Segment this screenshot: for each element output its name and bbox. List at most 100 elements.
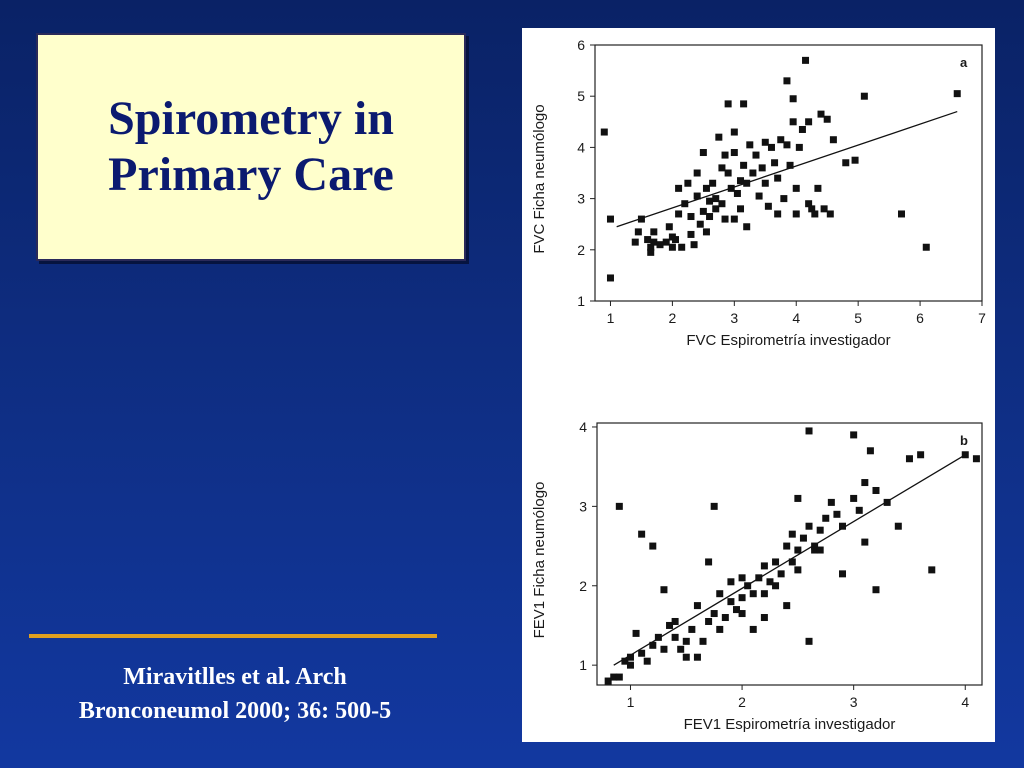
- chart-2-data-point: [671, 633, 679, 641]
- chart-1-data-point: [647, 243, 655, 251]
- chart-2-y-tick-label: 3: [579, 498, 587, 514]
- chart-2-data-point: [805, 427, 813, 435]
- chart-2-data-point: [654, 633, 662, 641]
- chart-2-data-point: [760, 590, 768, 598]
- chart-1-data-point: [792, 210, 800, 218]
- chart-2-data-point: [894, 522, 902, 530]
- chart-1-data-point: [829, 136, 837, 144]
- chart-1-data-point: [898, 210, 906, 218]
- chart-1-data-point: [761, 138, 769, 146]
- chart-1-data-point: [706, 213, 714, 221]
- figure-panel: 1 2 3 4 5 6 1 2 3 4 5 6 7 a FVC Espirometría investiga…: [522, 28, 995, 742]
- chart-2-panel-label: b: [960, 433, 968, 448]
- chart-1-data-point: [798, 125, 806, 133]
- chart-1-data-point: [681, 200, 689, 208]
- chart-1-data-point: [724, 100, 732, 108]
- chart-2-data-point: [682, 637, 690, 645]
- chart-1-data-point: [662, 238, 670, 246]
- chart-2-data-point: [811, 546, 819, 554]
- chart-2-data-point: [794, 494, 802, 502]
- chart-1-data-point: [706, 197, 714, 205]
- chart-1-data-point: [783, 77, 791, 85]
- chart-1-y-tick-label: 3: [577, 191, 585, 207]
- chart-1-data-point: [699, 207, 707, 215]
- chart-2-data-point: [788, 530, 796, 538]
- chart-2-data-point: [783, 602, 791, 610]
- chart-2-data-point: [688, 625, 696, 633]
- divider-line: [29, 634, 437, 638]
- chart-1-data-point: [696, 220, 704, 228]
- scatter-figure: 1 2 3 4 5 6 1 2 3 4 5 6 7 a FVC Espirometría investiga…: [531, 37, 986, 733]
- chart-2-y-tick-label: 4: [579, 419, 587, 435]
- chart-1-data-point: [789, 95, 797, 103]
- chart-1-plot-frame: [594, 44, 983, 302]
- chart-1-data-point: [764, 202, 772, 210]
- chart-1-data-point: [777, 136, 785, 144]
- chart-2-y-tick-label: 2: [579, 578, 587, 594]
- chart-2-x-tick-label: 4: [961, 694, 969, 710]
- chart-1-data-point: [656, 241, 664, 249]
- chart-1-x-tick-label: 5: [854, 310, 862, 326]
- chart-1-data-point: [802, 56, 810, 64]
- chart-1-data-point: [823, 115, 831, 123]
- chart-2-data-point: [760, 562, 768, 570]
- chart-2-data-point: [643, 657, 651, 665]
- chart-1-data-point: [786, 161, 794, 169]
- chart-1-data-point: [724, 169, 732, 177]
- chart-2-data-point: [615, 673, 623, 681]
- chart-1-data-point: [606, 215, 614, 223]
- chart-1-data-point: [780, 195, 788, 203]
- chart-1-data-point: [795, 143, 803, 151]
- chart-1-data-point: [650, 228, 658, 236]
- chart-1-data-point: [953, 90, 961, 98]
- chart-1-data-point: [730, 128, 738, 136]
- chart-2-data-point: [671, 617, 679, 625]
- chart-1-data-point: [808, 205, 816, 213]
- chart-2-data-point: [816, 546, 824, 554]
- chart-1-data-point: [712, 205, 720, 213]
- chart-1-data-point: [922, 243, 930, 251]
- chart-2-data-point: [794, 546, 802, 554]
- chart-2-data-point: [705, 617, 713, 625]
- chart-1-data-point: [721, 151, 729, 159]
- chart-1-data-point: [675, 210, 683, 218]
- chart-1-data-point: [767, 143, 775, 151]
- chart-2-data-point: [749, 625, 757, 633]
- chart-1-panel-label: a: [960, 55, 968, 70]
- chart-1-data-point: [712, 195, 720, 203]
- chart-2-data-point: [850, 494, 858, 502]
- chart-2-data-point: [610, 673, 618, 681]
- chart-1-data-point: [699, 149, 707, 157]
- chart-2-data-point: [710, 610, 718, 618]
- chart-2-data-point: [827, 498, 835, 506]
- chart-1-data-point: [749, 169, 757, 177]
- chart-1-data-point: [687, 213, 695, 221]
- chart-1-data-point: [811, 210, 819, 218]
- chart-2-data-point: [693, 653, 701, 661]
- chart-2-data-point: [721, 614, 729, 622]
- chart-2-x-tick-label: 2: [738, 694, 746, 710]
- chart-2-plot-frame: [596, 422, 983, 686]
- chart-2-data-point: [850, 431, 858, 439]
- title-line-1: Spirometry in: [108, 92, 394, 145]
- chart-2-data-point: [928, 566, 936, 574]
- chart-2-data-point: [872, 486, 880, 494]
- chart-1-data-point: [842, 159, 850, 167]
- chart-1-data-point: [647, 248, 655, 256]
- chart-1-data-point: [693, 192, 701, 200]
- chart-2-data-point: [839, 522, 847, 530]
- chart-2-data-point: [783, 542, 791, 550]
- chart-1-data-point: [737, 177, 745, 185]
- chart-2-data-point: [749, 590, 757, 598]
- chart-1-data-point: [718, 200, 726, 208]
- title-box: Spirometry in Primary Care: [36, 33, 466, 261]
- chart-2-data-point: [638, 530, 646, 538]
- chart-1-data-point: [690, 241, 698, 249]
- chart-1-data-point: [693, 169, 701, 177]
- chart-2-data-point: [833, 510, 841, 518]
- chart-1-y-axis-label: FVC Ficha neumólogo: [531, 104, 548, 253]
- chart-1-data-point: [675, 184, 683, 192]
- chart-1-x-tick-label: 3: [730, 310, 738, 326]
- chart-1-data-point: [789, 118, 797, 126]
- chart-1-data-point: [727, 184, 735, 192]
